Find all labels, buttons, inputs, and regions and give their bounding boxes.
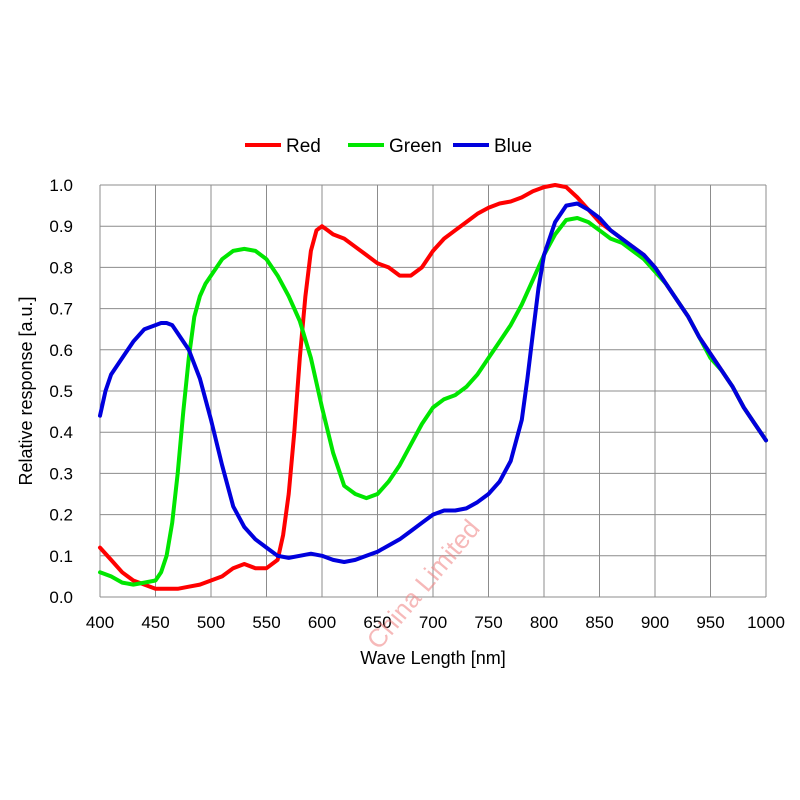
legend-label-blue: Blue [494, 136, 532, 157]
x-tick-label: 1000 [747, 613, 785, 632]
y-tick-label: 0.9 [49, 217, 73, 236]
x-tick-label: 850 [585, 613, 613, 632]
curves [98, 183, 768, 591]
legend-label-green: Green [389, 136, 442, 157]
y-tick-label: 0.0 [49, 588, 73, 607]
y-tick-label: 0.6 [49, 341, 73, 360]
x-tick-label: 900 [641, 613, 669, 632]
x-tick-label: 600 [308, 613, 336, 632]
x-tick-label: 650 [363, 613, 391, 632]
grid [99, 184, 767, 598]
y-tick-label: 0.5 [49, 382, 73, 401]
watermark: China Limited [361, 514, 486, 655]
y-tick-label: 0.2 [49, 506, 73, 525]
x-tick-label: 550 [252, 613, 280, 632]
x-tick-labels: 400 450 500 550 600 650 700 750 800 850 900 950 1000 [86, 613, 785, 632]
x-tick-label: 500 [197, 613, 225, 632]
x-tick-label: 450 [141, 613, 169, 632]
x-axis-label: Wave Length [nm] [360, 648, 505, 668]
x-tick-label: 950 [696, 613, 724, 632]
y-tick-label: 0.8 [49, 258, 73, 277]
x-tick-label: 750 [474, 613, 502, 632]
y-tick-labels: 0.0 0.1 0.2 0.3 0.4 0.5 0.6 0.7 0.8 0.9 1.0 [49, 176, 73, 607]
legend-label-red: Red [286, 136, 321, 157]
y-tick-label: 0.3 [49, 464, 73, 483]
y-tick-label: 0.4 [49, 423, 73, 442]
y-tick-label: 1.0 [49, 176, 73, 195]
x-tick-label: 700 [419, 613, 447, 632]
y-tick-label: 0.1 [49, 547, 73, 566]
series-line-green [98, 216, 768, 587]
y-tick-label: 0.7 [49, 300, 73, 319]
x-tick-label: 400 [86, 613, 114, 632]
series-line-blue [98, 201, 768, 564]
legend: Red Green Blue [245, 136, 532, 157]
x-tick-label: 800 [530, 613, 558, 632]
y-axis-label: Relative response [a.u.] [16, 296, 36, 485]
